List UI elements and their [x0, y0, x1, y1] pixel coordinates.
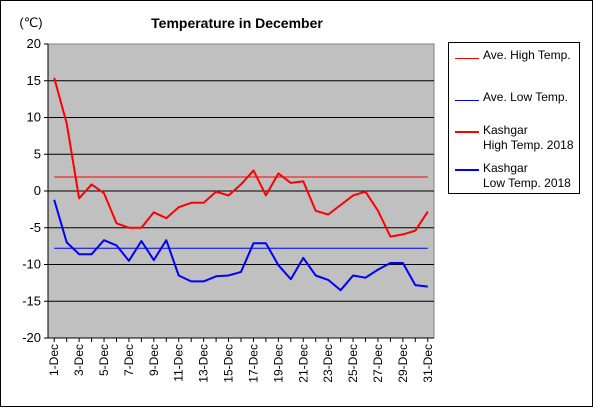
legend-swatch — [455, 100, 479, 101]
x-tick-label: 21-Dec — [296, 344, 310, 383]
x-tick-label: 5-Dec — [97, 344, 111, 376]
x-tick-label: 13-Dec — [197, 344, 211, 383]
x-tick-label: 1-Dec — [47, 344, 61, 376]
series-line-4 — [53, 199, 428, 292]
x-tick-label: 9-Dec — [147, 344, 161, 376]
x-tick-label: 15-Dec — [222, 344, 236, 383]
legend-item-3: Kashgar High Temp. 2018 — [449, 123, 579, 155]
plot-area: 20 15 10 5 0 -5 -10 -15 -20 1-Dec 3-Dec 5-Dec 7-Dec 9… — [22, 36, 435, 383]
y-tick-label: -15 — [22, 293, 41, 308]
legend-item-2: Ave. Low Temp. — [449, 90, 579, 122]
x-tick-label: 31-Dec — [421, 344, 435, 383]
x-tick-label: 27-Dec — [371, 344, 385, 383]
legend-label: Kashgar Low Temp. 2018 — [483, 161, 571, 190]
x-tick-label: 3-Dec — [72, 344, 86, 376]
x-tick-label: 11-Dec — [172, 344, 186, 382]
x-tick-label: 23-Dec — [321, 344, 335, 383]
x-tick-label: 17-Dec — [246, 344, 260, 383]
x-tick-label: 29-Dec — [396, 344, 410, 383]
y-tick-label: 0 — [34, 183, 41, 198]
legend-swatch — [455, 169, 479, 171]
legend-item-4: Kashgar Low Temp. 2018 — [449, 161, 579, 193]
legend-item-1: Ave. High Temp. — [449, 48, 579, 80]
legend-label: Ave. Low Temp. — [483, 90, 568, 104]
y-tick-label: 20 — [27, 36, 41, 51]
y-tick-label: 15 — [27, 73, 41, 88]
y-tick-label: -5 — [29, 220, 41, 235]
y-tick-label: 5 — [34, 146, 41, 161]
legend-label: Kashgar High Temp. 2018 — [483, 123, 574, 152]
y-tick-label: -10 — [22, 257, 41, 272]
y-tick-label: -20 — [22, 330, 41, 345]
x-tick-label: 19-Dec — [271, 344, 285, 383]
legend-swatch — [455, 58, 479, 59]
chart-title: Temperature in December — [151, 15, 323, 31]
series-line-3 — [53, 77, 429, 238]
x-tick-label: 7-Dec — [122, 344, 136, 376]
x-tick-label: 25-Dec — [346, 344, 360, 383]
y-tick-label: 10 — [27, 110, 41, 125]
legend-label: Ave. High Temp. — [483, 48, 571, 62]
y-axis-unit-label: (℃) — [19, 15, 42, 30]
legend-swatch — [455, 131, 479, 133]
legend: Ave. High Temp. Ave. Low Temp. Kashgar Hig… — [448, 42, 580, 194]
